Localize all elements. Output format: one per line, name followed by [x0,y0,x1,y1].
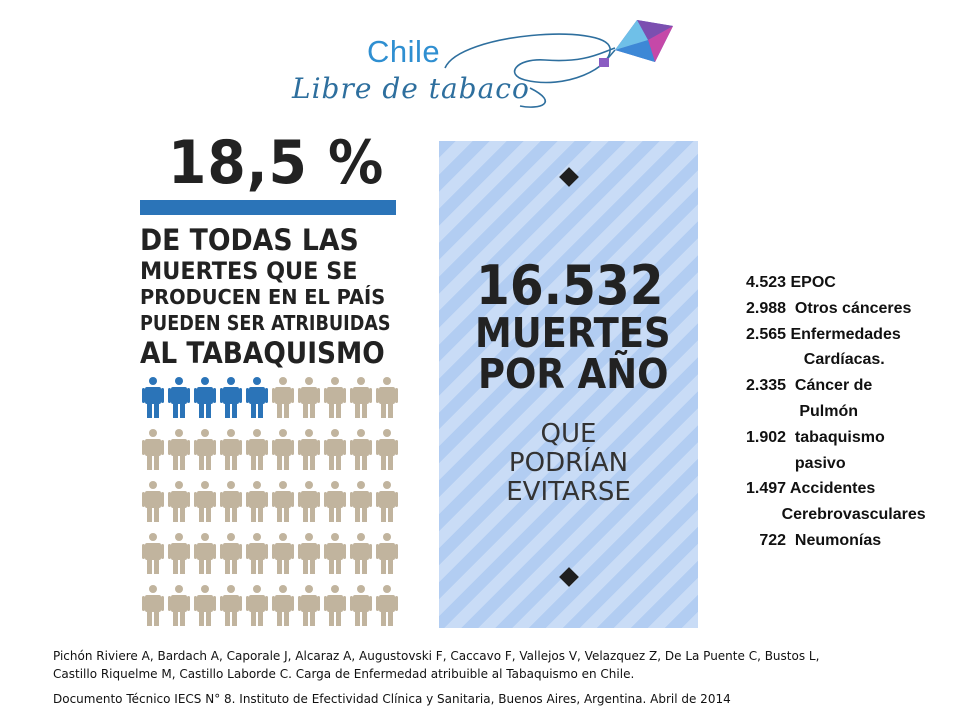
person-icon [194,533,216,574]
person-icon [350,481,372,522]
person-icon [194,585,216,626]
kite-string [444,33,616,84]
headline-line: DE TODAS LAS [140,223,359,257]
person-icon [220,377,242,418]
reference-line: Castillo Riquelme M, Castillo Laborde C.… [53,667,635,681]
person-icon [220,533,242,574]
cause-line: Cardíacas. [746,351,885,369]
person-icon [142,377,164,418]
cause-line: 2.335 Cáncer de [746,377,873,395]
person-icon [376,481,398,522]
cause-line: 2.565 Enfermedades [746,325,901,343]
person-icon [324,533,346,574]
person-icon [376,377,398,418]
reference-authors: Pichón Riviere A, Bardach A, Caporale J,… [53,647,893,683]
person-icon [194,377,216,418]
divider-bar [140,200,396,215]
person-icon [272,429,294,470]
cause-line: 1.497 Accidentes [746,480,876,498]
person-icon [350,429,372,470]
person-icon [298,585,320,626]
cause-line: 2.988 Otros cánceres [746,299,912,317]
person-icon [376,533,398,574]
person-icon [298,481,320,522]
avoidable-line: EVITARSE [506,477,631,507]
person-icon [142,481,164,522]
cause-line: 1.902 tabaquismo [746,428,885,446]
person-icon [194,481,216,522]
headline-line: MUERTES QUE SE [140,257,358,285]
person-icon [142,585,164,626]
reference-document: Documento Técnico IECS N° 8. Instituto d… [53,692,731,706]
deaths-number: 16.532 [476,254,664,317]
person-icon [246,429,268,470]
person-icon [324,481,346,522]
person-icon [220,481,242,522]
headline-line: PRODUCEN EN EL PAÍS [140,285,386,309]
person-icon [168,429,190,470]
avoidable-line: PODRÍAN [508,448,629,478]
person-icon [350,533,372,574]
person-icon [142,533,164,574]
person-icon [220,585,242,626]
causes-list: 4.523 EPOC 2.988 Otros cánceres 2.565 En… [746,270,926,554]
headline-line: PUEDEN SER ATRIBUIDAS [140,311,391,335]
person-icon [350,377,372,418]
people-pictogram [142,377,398,626]
headline-line: AL TABAQUISMO [140,336,385,370]
kite-string-lower [519,87,546,108]
person-icon [324,377,346,418]
person-icon [272,533,294,574]
kite-icon [599,20,673,67]
person-icon [350,585,372,626]
person-icon [246,585,268,626]
person-icon [168,533,190,574]
person-icon [246,533,268,574]
avoidable-line: QUE [540,419,597,449]
cause-line: 722 Neumonías [746,531,882,549]
person-icon [376,585,398,626]
logo-subtitle: Libre de tabaco [292,72,530,105]
person-icon [220,429,242,470]
cause-line: pasivo [746,454,846,472]
person-icon [168,481,190,522]
deaths-panel [439,141,698,628]
person-icon [376,429,398,470]
avoidable-text: QUE PODRÍAN EVITARSE [439,420,698,507]
person-icon [246,481,268,522]
person-icon [324,585,346,626]
person-icon [324,429,346,470]
person-icon [142,429,164,470]
person-icon [272,481,294,522]
person-icon [272,585,294,626]
person-icon [298,429,320,470]
cause-line: Pulmón [746,402,859,420]
person-icon [194,429,216,470]
per-year-label: POR AÑO [478,350,669,398]
cause-line: Cerebrovasculares [746,506,926,524]
cause-line: 4.523 EPOC [746,274,836,291]
person-icon [298,533,320,574]
logo-title: Chile [367,34,441,69]
logo-graphic [444,20,673,108]
person-icon [298,377,320,418]
person-icon [168,585,190,626]
headline: DE TODAS LAS MUERTES QUE SE PRODUCEN EN … [140,226,410,369]
deaths-label: MUERTES [475,309,671,357]
reference-line: Pichón Riviere A, Bardach A, Caporale J,… [53,649,820,663]
person-icon [272,377,294,418]
person-icon [168,377,190,418]
person-icon [246,377,268,418]
percentage-stat: 18,5 % [168,128,385,198]
